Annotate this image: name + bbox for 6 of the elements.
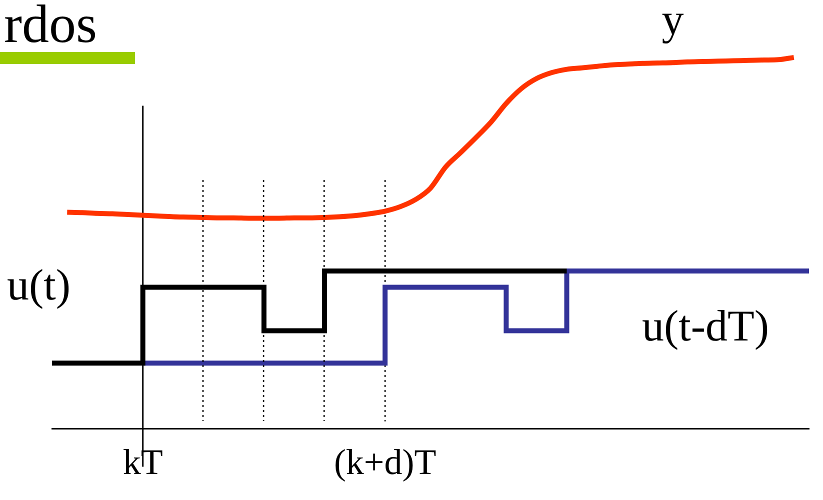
series-label: u(t) [7, 260, 71, 310]
series-label: u(t-dT) [642, 302, 769, 351]
x-tick-label: (k+d)T [334, 442, 436, 482]
x-tick-label: kT [122, 442, 163, 482]
chart-title: rdos [4, 0, 97, 54]
series-label: y [662, 0, 684, 44]
